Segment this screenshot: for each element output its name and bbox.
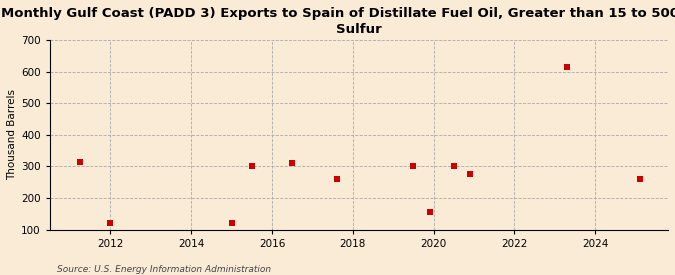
Y-axis label: Thousand Barrels: Thousand Barrels <box>7 89 17 180</box>
Text: Source: U.S. Energy Information Administration: Source: U.S. Energy Information Administ… <box>57 265 271 274</box>
Title: Monthly Gulf Coast (PADD 3) Exports to Spain of Distillate Fuel Oil, Greater tha: Monthly Gulf Coast (PADD 3) Exports to S… <box>1 7 675 36</box>
